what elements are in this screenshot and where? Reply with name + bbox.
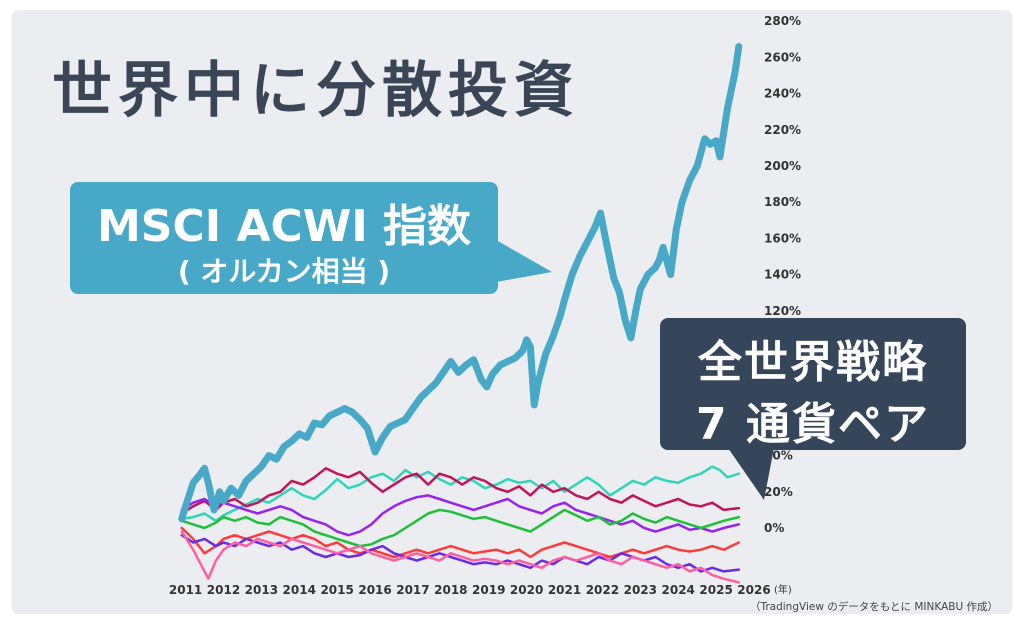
- msci-callout-title: MSCI ACWI 指数: [96, 201, 472, 252]
- y-tick-label: 0%: [764, 521, 784, 535]
- y-tick-label: 140%: [764, 268, 801, 282]
- x-tick-label: 2026: [737, 583, 770, 597]
- series-line-fx-3: [180, 494, 741, 537]
- x-tick-label: 2023: [624, 583, 657, 597]
- source-note: （TradingView のデータをもとに MINKABU 作成）: [749, 601, 998, 613]
- y-tick-label: 260%: [764, 50, 801, 64]
- x-tick-label: 2021: [548, 583, 581, 597]
- y-tick-label: 160%: [764, 231, 801, 245]
- fx-callout: 全世界戦略 7 通貨ペア: [660, 318, 966, 450]
- msci-callout-subtitle: ( オルカン相当 ): [177, 255, 391, 288]
- x-tick-label: 2024: [662, 583, 695, 597]
- x-tick-label: 2016: [358, 583, 391, 597]
- x-tick-label: 2011: [169, 583, 202, 597]
- series-line-fx-5: [180, 526, 741, 559]
- msci-callout: MSCI ACWI 指数 ( オルカン相当 ): [70, 182, 498, 294]
- y-tick-label: 240%: [764, 87, 801, 101]
- x-tick-label: 2014: [283, 583, 316, 597]
- x-tick-label: 2025: [699, 583, 732, 597]
- x-tick-label: 2022: [586, 583, 619, 597]
- y-tick-label: 20%: [764, 485, 793, 499]
- x-tick-label: 2017: [396, 583, 429, 597]
- x-tick-label: 2019: [472, 583, 505, 597]
- series-line-fx-2: [180, 467, 741, 515]
- x-tick-label: 2020: [510, 583, 543, 597]
- series-line-fx-1: [180, 465, 741, 523]
- series-line-fx-7: [180, 530, 741, 584]
- y-tick-label: 200%: [764, 159, 801, 173]
- x-tick-label: 2015: [320, 583, 353, 597]
- y-tick-label: 220%: [764, 123, 801, 137]
- x-tick-label: 2018: [434, 583, 467, 597]
- chart-card: 0%20%40%60%80%100%120%140%160%180%200%22…: [12, 10, 1012, 614]
- fx-callout-pointer: [728, 448, 774, 500]
- series-line-msci: [178, 43, 743, 523]
- fx-callout-title: 全世界戦略: [698, 337, 928, 388]
- x-tick-label: 2013: [245, 583, 278, 597]
- msci-callout-pointer: [496, 240, 552, 282]
- fx-callout-subtitle: 7 通貨ペア: [696, 399, 930, 450]
- y-tick-label: 180%: [764, 195, 801, 209]
- y-tick-label: 120%: [764, 304, 801, 318]
- y-tick-label: 280%: [764, 14, 801, 28]
- x-unit-label: (年): [774, 583, 792, 596]
- page-title: 世界中に分散投資: [52, 56, 580, 126]
- x-tick-label: 2012: [207, 583, 240, 597]
- series-line-fx-4: [180, 508, 741, 548]
